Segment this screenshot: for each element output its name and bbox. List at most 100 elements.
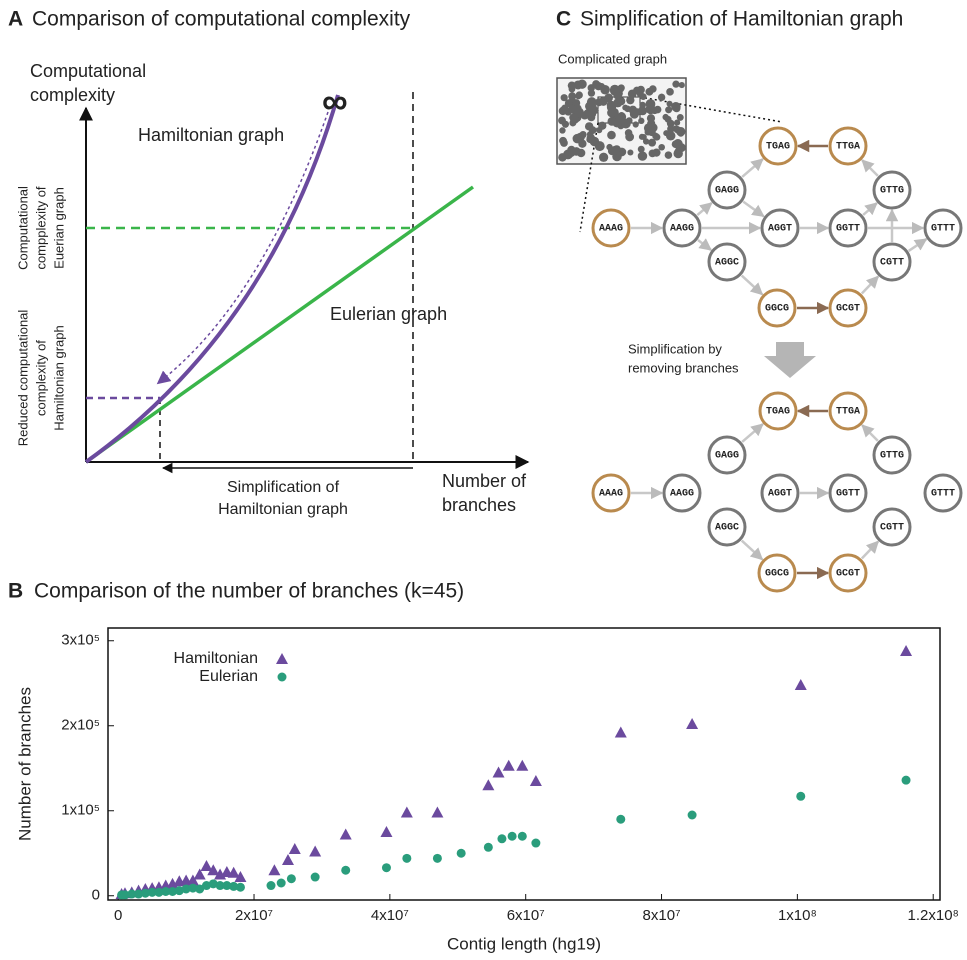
node-circle <box>828 288 868 328</box>
blob <box>558 116 566 125</box>
blob <box>560 94 568 102</box>
blob <box>658 143 665 151</box>
blob <box>584 122 594 131</box>
node-label: AGGT <box>768 224 792 235</box>
level-label: Reduced computational <box>15 310 30 447</box>
edge <box>860 540 880 560</box>
legend-label: Eulerian <box>199 668 258 685</box>
edge <box>862 202 878 216</box>
node: GTTG <box>872 170 912 210</box>
node-label: GTTT <box>931 224 955 235</box>
blob <box>617 113 626 122</box>
node-circle <box>760 208 800 248</box>
panel-label: B <box>8 580 23 603</box>
edge <box>741 423 764 443</box>
panel-a-drawing <box>79 92 530 474</box>
node: AAAG <box>591 208 631 248</box>
point <box>168 887 178 896</box>
y-tick-label: 3x10⁵ <box>61 632 100 649</box>
node-label: CGTT <box>880 258 904 269</box>
node: AGGT <box>760 208 800 248</box>
node-circle <box>872 242 912 282</box>
node-circle <box>923 473 963 513</box>
node-label: GGTT <box>836 489 860 500</box>
point <box>381 863 391 873</box>
texts: A Comparison of computational complexity C… <box>8 8 903 603</box>
node-label: AAAG <box>599 224 623 235</box>
blob <box>638 106 648 116</box>
blob <box>579 130 587 139</box>
node: GAGG <box>707 170 747 210</box>
point <box>616 814 626 824</box>
level-label: complexity of <box>33 340 48 416</box>
node: AGGC <box>707 507 747 547</box>
y-axis-label: complexity <box>30 85 115 105</box>
node: GGTT <box>828 208 868 248</box>
blob <box>626 95 635 105</box>
panel-title: Comparison of computational complexity <box>32 8 411 31</box>
point <box>531 838 541 848</box>
edge <box>907 238 928 252</box>
point <box>200 860 213 871</box>
blob <box>672 125 680 132</box>
node-label: AAGG <box>670 224 694 235</box>
blob <box>606 143 613 151</box>
blob <box>625 132 635 142</box>
node: GCGT <box>828 288 868 328</box>
x-tick-label: 2x10⁷ <box>235 907 273 924</box>
point <box>286 874 296 884</box>
node-label: GGCG <box>765 304 789 315</box>
node: GTTT <box>923 473 963 513</box>
point <box>193 868 206 880</box>
node: GTTT <box>923 208 963 248</box>
edge <box>742 200 765 218</box>
blob <box>596 127 603 134</box>
point <box>794 678 807 690</box>
level-label: Hamiltonian graph <box>51 325 66 431</box>
point <box>276 878 286 888</box>
blob <box>576 148 586 158</box>
point <box>614 726 627 738</box>
point <box>432 853 442 863</box>
x-tick-label: 4x10⁷ <box>371 907 409 924</box>
point <box>174 886 184 896</box>
blob <box>587 89 596 97</box>
point <box>456 848 466 858</box>
blob <box>587 102 597 113</box>
curve-label: Eulerian graph <box>330 304 447 324</box>
node-label: GAGG <box>715 186 739 197</box>
node-label: AGGC <box>715 258 739 269</box>
x-tick-label: 0 <box>114 907 122 924</box>
node-label: AAAG <box>599 489 623 500</box>
node-circle <box>707 170 747 210</box>
node-circle <box>828 391 868 431</box>
blob <box>613 98 623 108</box>
point <box>281 854 294 866</box>
node-circle <box>662 208 702 248</box>
node: TGAG <box>758 391 798 431</box>
node-label: GCGT <box>836 304 860 315</box>
blob <box>568 85 576 93</box>
legend-label: Hamiltonian <box>174 650 258 667</box>
point <box>154 887 164 897</box>
blob <box>595 98 604 107</box>
edge <box>696 201 713 217</box>
blob <box>648 138 657 147</box>
point <box>516 759 529 771</box>
point <box>796 791 806 801</box>
point <box>686 718 699 730</box>
node: AAAG <box>591 473 631 513</box>
blob <box>614 145 621 153</box>
blob <box>667 125 675 133</box>
panel-label: C <box>556 8 571 31</box>
node: GGCG <box>757 288 797 328</box>
point <box>161 887 171 896</box>
step-label: removing branches <box>628 360 739 375</box>
node-label: TTGA <box>836 142 860 153</box>
node-label: AAGG <box>670 489 694 500</box>
node-circle <box>760 473 800 513</box>
point <box>188 883 198 893</box>
point <box>229 881 239 891</box>
node: CGTT <box>872 242 912 282</box>
blob <box>649 85 657 93</box>
